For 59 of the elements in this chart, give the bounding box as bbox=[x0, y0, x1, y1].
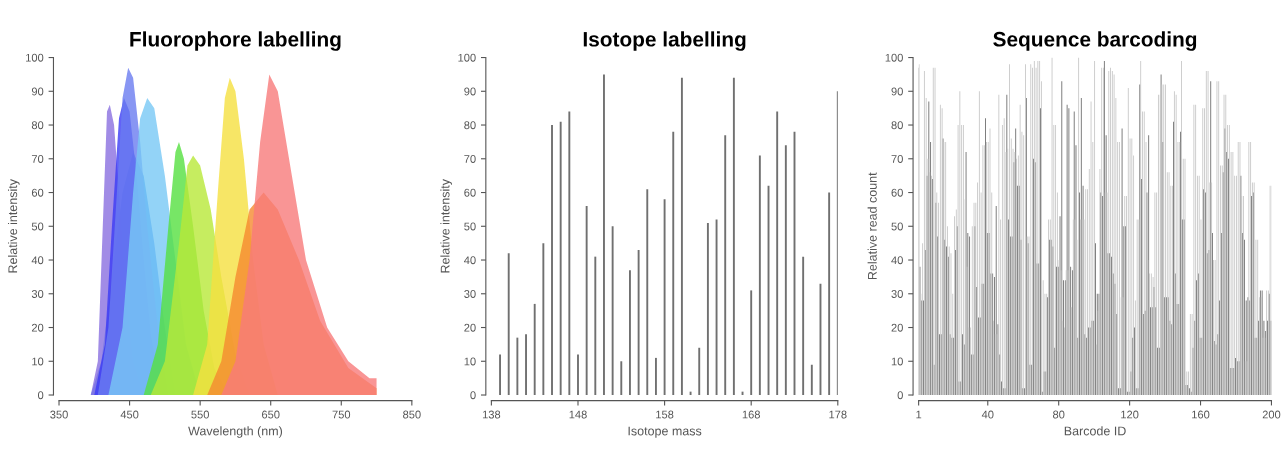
y-tick-label: 100 bbox=[458, 53, 476, 62]
y-tick-label: 20 bbox=[464, 323, 476, 332]
y-tick-label: 10 bbox=[891, 357, 903, 366]
y-tick-label: 20 bbox=[31, 323, 44, 332]
y-tick-label: 80 bbox=[891, 121, 903, 130]
y-tick-label: 100 bbox=[885, 53, 903, 62]
y-tick-label: 20 bbox=[891, 323, 903, 332]
x-tick-label: 850 bbox=[403, 410, 421, 419]
y-tick-label: 40 bbox=[464, 256, 476, 265]
x-tick-label: 178 bbox=[829, 410, 847, 419]
y-tick-label: 0 bbox=[897, 391, 903, 400]
x-tick-label: 138 bbox=[482, 410, 501, 419]
x-tick-label: 750 bbox=[332, 410, 351, 419]
y-tick-label: 80 bbox=[464, 121, 476, 130]
y-tick-label: 40 bbox=[891, 256, 903, 265]
y-tick-label: 100 bbox=[26, 53, 44, 62]
y-tick-label: 0 bbox=[38, 391, 44, 400]
y-tick-label: 60 bbox=[891, 188, 903, 197]
x-tick-label: 350 bbox=[50, 410, 68, 419]
x-tick-label: 550 bbox=[191, 410, 209, 419]
x-tick-label: 200 bbox=[1262, 410, 1281, 419]
y-tick-label: 70 bbox=[464, 155, 476, 163]
x-tick-label: 650 bbox=[262, 410, 280, 419]
y-tick-label: 30 bbox=[464, 290, 476, 298]
y-tick-label: 10 bbox=[464, 357, 476, 366]
y-tick-label: 50 bbox=[464, 222, 476, 231]
x-tick-label: 40 bbox=[981, 410, 994, 419]
y-tick-label: 40 bbox=[31, 256, 44, 265]
y-tick-label: 90 bbox=[464, 87, 476, 96]
y-tick-label: 90 bbox=[891, 87, 903, 96]
x-axis-title: Barcode ID bbox=[1064, 426, 1126, 436]
x-tick-label: 120 bbox=[1121, 410, 1139, 419]
y-tick-label: 90 bbox=[31, 87, 44, 96]
y-tick-label: 10 bbox=[32, 357, 44, 366]
y-axis-title: Relative intensity bbox=[440, 179, 453, 273]
y-tick-label: 60 bbox=[464, 188, 476, 197]
x-tick-label: 450 bbox=[120, 410, 139, 419]
y-tick-label: 70 bbox=[31, 155, 44, 163]
x-tick-label: 168 bbox=[742, 410, 760, 419]
x-axis-title: Isotope mass bbox=[628, 426, 702, 438]
y-tick-label: 50 bbox=[31, 222, 44, 231]
x-axis-title: Wavelength (nm) bbox=[188, 426, 283, 438]
y-axis-title: Relative read count bbox=[867, 172, 877, 280]
y-tick-label: 60 bbox=[31, 188, 44, 197]
x-tick-label: 160 bbox=[1192, 410, 1210, 419]
y-tick-label: 70 bbox=[891, 155, 903, 163]
x-tick-label: 1 bbox=[916, 410, 922, 419]
x-tick-label: 80 bbox=[1053, 410, 1065, 419]
y-axis-title: Relative intensity bbox=[8, 179, 20, 273]
chart-title: Sequence barcoding bbox=[993, 31, 1197, 51]
x-tick-label: 158 bbox=[656, 410, 674, 419]
y-tick-label: 0 bbox=[470, 391, 476, 400]
y-tick-label: 30 bbox=[891, 290, 903, 298]
y-tick-label: 50 bbox=[891, 222, 903, 231]
y-tick-label: 80 bbox=[31, 121, 44, 130]
x-tick-label: 148 bbox=[569, 410, 587, 419]
chart-title: Isotope labelling bbox=[583, 31, 746, 51]
y-tick-label: 30 bbox=[31, 290, 44, 298]
chart-title: Fluorophore labelling bbox=[130, 31, 341, 51]
